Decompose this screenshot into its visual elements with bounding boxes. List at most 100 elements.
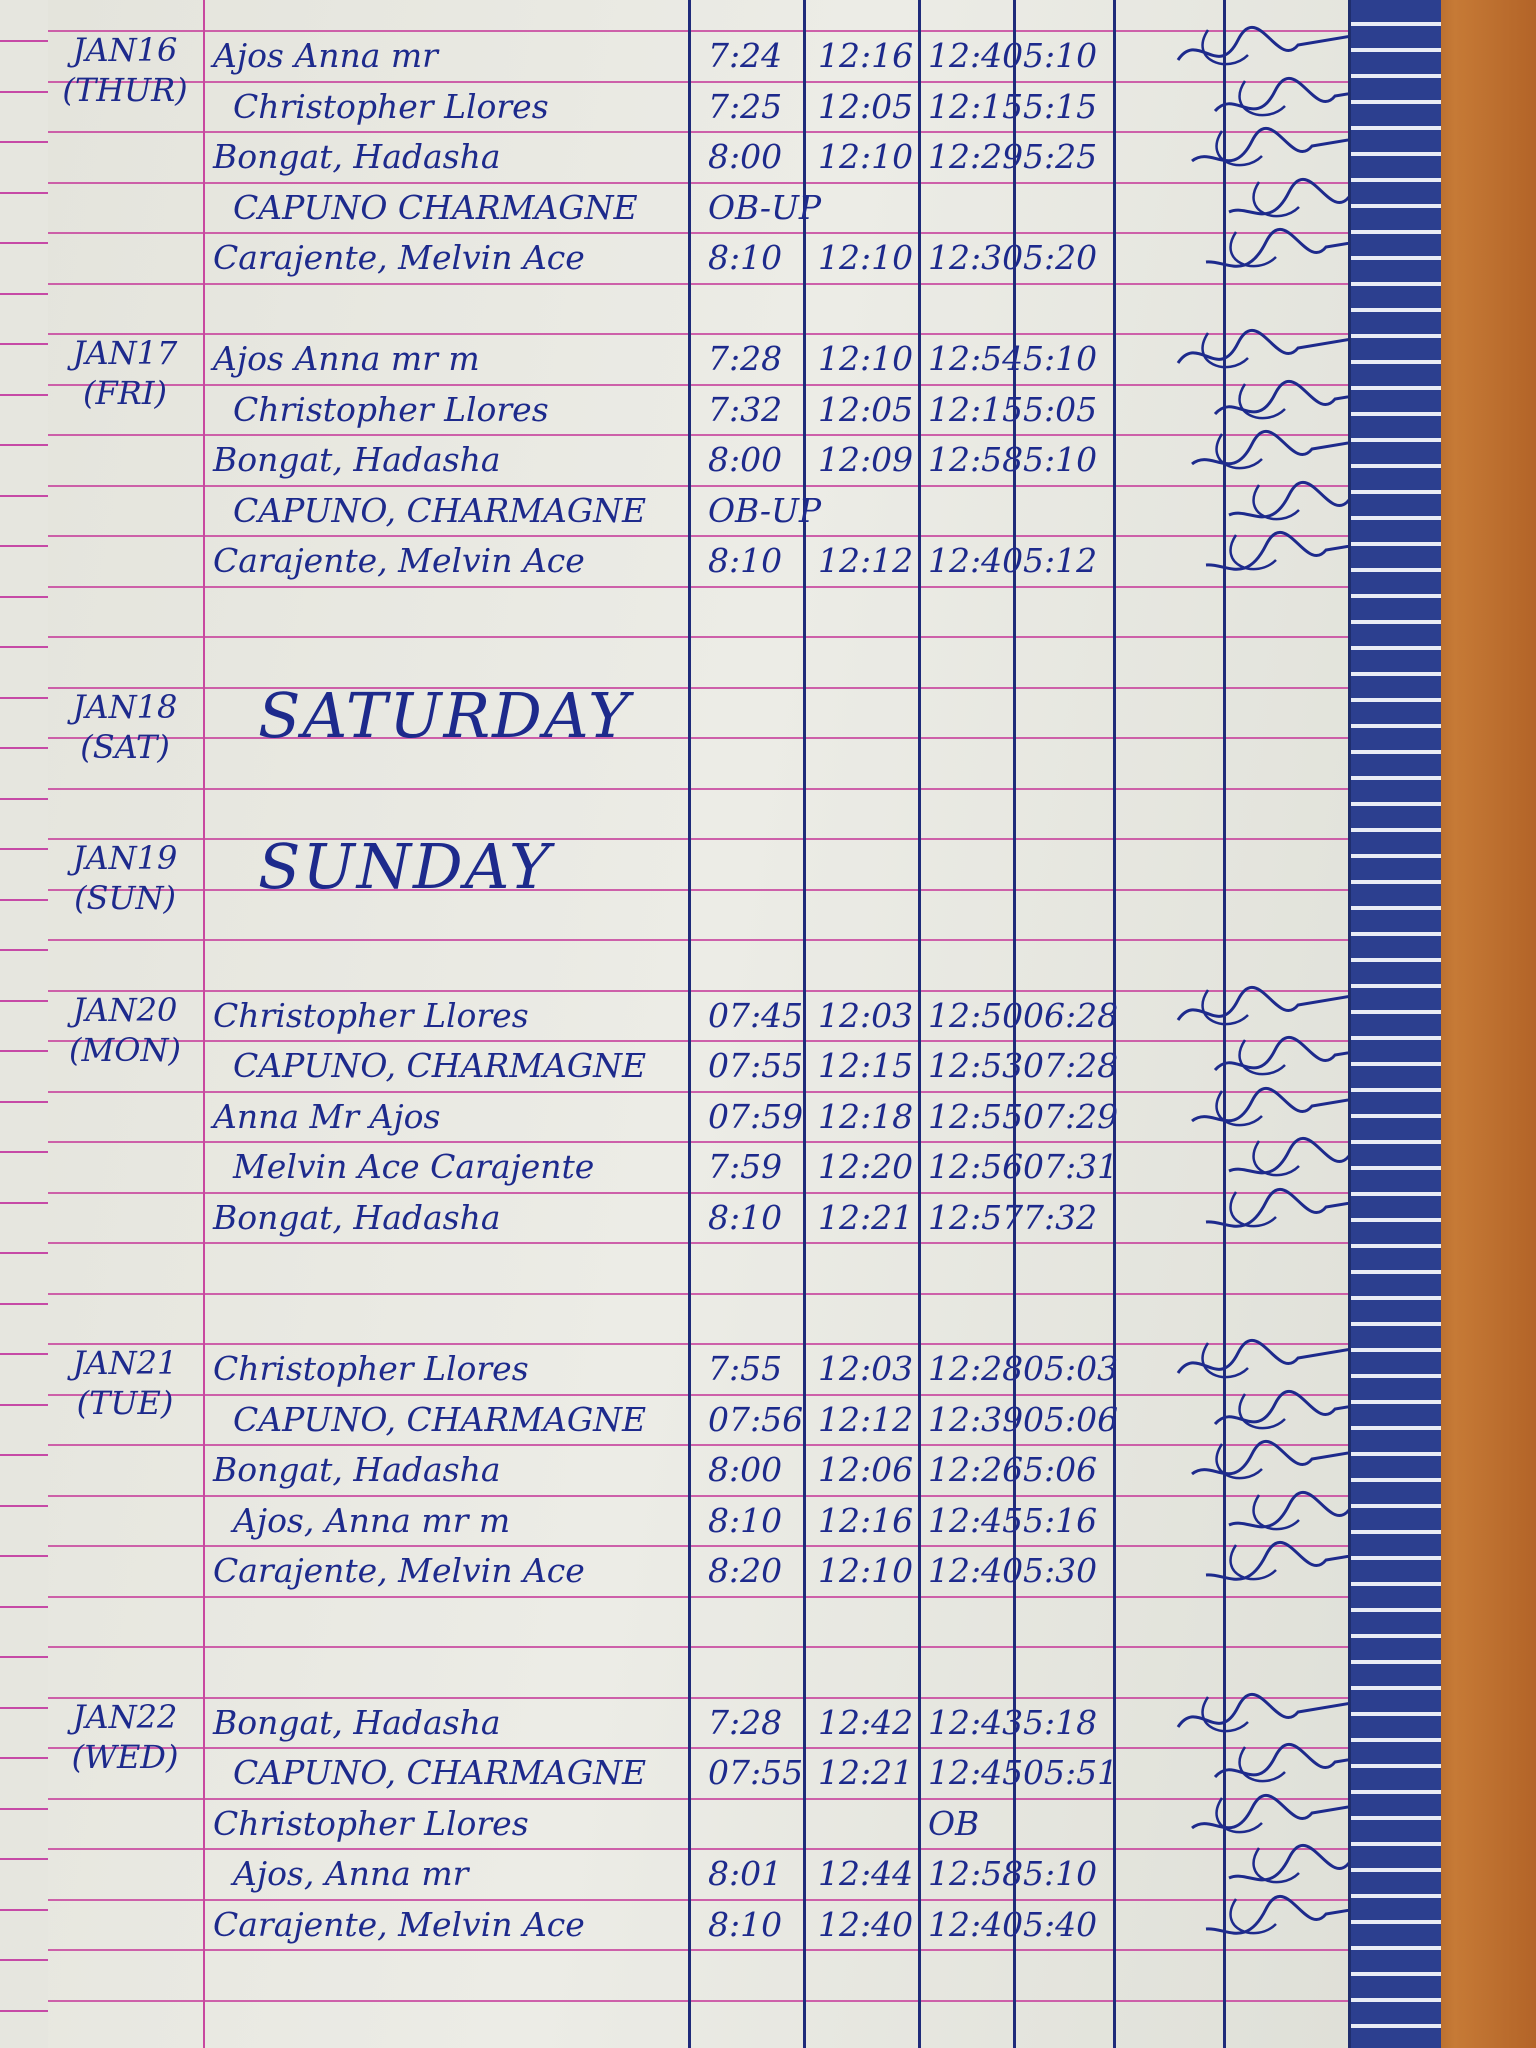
log-entry-row: Melvin Ace Carajente 7:59 12:20 12:56 07:31: [48, 1141, 1348, 1191]
employee-name: Ajos, Anna mr m: [233, 1500, 511, 1540]
time-out: 5:10: [1023, 339, 1098, 378]
lunch-in: 12:30: [928, 238, 1024, 277]
date: JAN16: [72, 31, 178, 69]
log-entry-row: CAPUNO, CHARMAGNE OB-UP: [48, 485, 1348, 535]
employee-name: Christopher Llores: [233, 86, 549, 126]
employee-name: CAPUNO CHARMAGNE: [233, 187, 638, 227]
time-out: 5:20: [1023, 238, 1098, 277]
log-entry-row: Ajos, Anna mr 8:01 12:44 12:58 5:10: [48, 1848, 1348, 1898]
ruled-line: [48, 636, 1348, 638]
log-entry-row: CAPUNO, CHARMAGNE 07:55 12:15 12:53 07:28: [48, 1040, 1348, 1090]
lunch-out: 12:06: [818, 1450, 914, 1489]
time-out: 05:06: [1023, 1399, 1119, 1439]
date-label: JAN16 (THUR): [50, 30, 200, 110]
employee-name: Ajos Anna mr: [213, 36, 438, 75]
lunch-in: 12:28: [928, 1349, 1024, 1388]
signature: [1228, 1136, 1348, 1177]
ruled-line: [0, 444, 48, 446]
signature: [1213, 76, 1348, 116]
employee-name: Bongat, Hadasha: [213, 1197, 501, 1237]
ruled-line: [48, 1898, 1348, 1901]
lunch-out: 12:03: [818, 1349, 914, 1388]
signature: [1228, 177, 1348, 217]
log-entry-row: CAPUNO CHARMAGNE OB-UP: [48, 182, 1348, 232]
employee-name: CAPUNO, CHARMAGNE: [233, 1753, 647, 1792]
lunch-out: 12:10: [818, 238, 914, 277]
log-entry-row: Ajos Anna mr 7:24 12:16 12:40 5:10: [48, 30, 1348, 80]
ruled-line: [0, 494, 48, 497]
time-out: 07:28: [1023, 1046, 1119, 1085]
employee-name: Melvin Ace Carajente: [233, 1147, 595, 1186]
ruled-line: [48, 737, 1348, 739]
time-in: 8:00: [708, 137, 783, 176]
time-in: 07:56: [708, 1399, 804, 1439]
lunch-out: 12:21: [818, 1197, 914, 1237]
signature: [1191, 1439, 1348, 1480]
column-line: [918, 0, 921, 2048]
time-out: 5:12: [1023, 541, 1098, 580]
signature: [1176, 1692, 1348, 1732]
signature: [1191, 429, 1348, 470]
lunch-out: 12:20: [818, 1147, 914, 1186]
employee-name: Ajos, Anna mr: [233, 1854, 469, 1893]
lunch-out: 12:12: [818, 541, 914, 580]
lunch-out: 12:44: [818, 1854, 914, 1893]
time-out: 5:40: [1023, 1904, 1098, 1944]
ruled-line: [48, 1848, 1348, 1850]
date-label: JAN19 (SUN): [50, 838, 200, 918]
ruled-line: [48, 1949, 1348, 1951]
logbook-page: JAN16 (THUR) Ajos Anna mr 7:24 12:16 12:40 5:1…: [48, 0, 1348, 2048]
ruled-line: [48, 1343, 1348, 1345]
ruled-line: [48, 1040, 1348, 1042]
lunch-in: 12:15: [928, 389, 1024, 429]
time-in: 8:01: [708, 1854, 783, 1893]
time-in: 8:00: [708, 440, 783, 479]
lunch-in: 12:40: [928, 1551, 1024, 1590]
lunch-in: 12:45: [928, 1753, 1024, 1792]
ruled-line: [0, 1858, 48, 1860]
ruled-line: [0, 1201, 48, 1204]
employee-name: Bongat, Hadasha: [213, 137, 501, 176]
ruled-line: [48, 80, 1348, 83]
log-entry-row: Christopher Llores OB: [48, 1798, 1348, 1848]
day-note: SUNDAY: [258, 830, 552, 903]
date: JAN18: [72, 687, 178, 726]
lunch-in: 12:26: [928, 1450, 1024, 1489]
signature: [1205, 1894, 1348, 1935]
ruled-line: [48, 787, 1348, 790]
ruled-line: [0, 1706, 48, 1709]
date: JAN17: [72, 334, 178, 372]
signature: [1213, 1035, 1348, 1076]
ruled-line: [0, 1807, 48, 1810]
log-entry-row: CAPUNO, CHARMAGNE 07:56 12:12 12:39 05:06: [48, 1394, 1348, 1444]
ruled-line: [48, 1494, 1348, 1497]
day-note: SATURDAY: [258, 678, 632, 752]
log-entry-row: Christopher Llores 7:32 12:05 12:15 5:05: [48, 384, 1348, 434]
lunch-out: 12:05: [818, 86, 914, 126]
employee-name: Christopher Llores: [213, 1803, 529, 1843]
ruled-line: [48, 939, 1348, 941]
employee-name: Bongat, Hadasha: [213, 1702, 501, 1742]
ruled-line: [0, 1757, 48, 1759]
time-out: 5:30: [1023, 1551, 1098, 1590]
weekday: (SUN): [74, 879, 176, 917]
lunch-out: 12:10: [818, 339, 914, 378]
ruled-line: [0, 292, 48, 295]
ruled-line: [48, 1444, 1348, 1446]
log-entry-row: Christopher Llores 7:25 12:05 12:15 5:15: [48, 81, 1348, 131]
time-in: 8:10: [708, 1197, 783, 1237]
lunch-in: 12:29: [928, 137, 1024, 176]
ruled-line: [48, 535, 1348, 537]
log-entry-row: Carajente, Melvin Ace 8:10 12:10 12:30 5:20: [48, 232, 1348, 282]
log-entry-row: Carajente, Melvin Ace 8:10 12:40 12:40 5:40: [48, 1899, 1348, 1949]
ruled-line: [0, 1050, 48, 1052]
signature: [1205, 227, 1348, 268]
lunch-out: 12:18: [818, 1096, 914, 1136]
log-entry-row: Bongat, Hadasha 8:10 12:21 12:57 7:32: [48, 1192, 1348, 1242]
weekday: (THUR): [62, 71, 188, 109]
previous-page-edge: [0, 0, 50, 2048]
ruled-line: [0, 191, 48, 194]
ruled-line: [48, 838, 1348, 840]
weekday: (TUE): [76, 1384, 174, 1422]
ruled-line: [0, 90, 48, 93]
